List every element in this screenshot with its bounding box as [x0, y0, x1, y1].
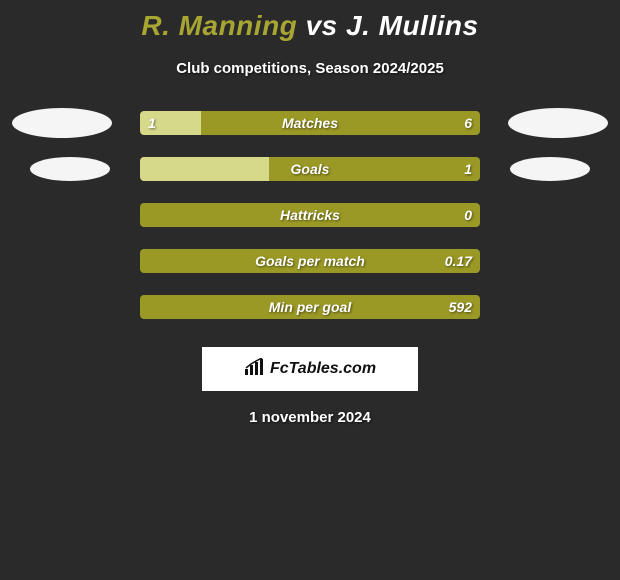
page-title: R. Manning vs J. Mullins — [0, 10, 620, 42]
bar-track — [140, 295, 480, 319]
date-text: 1 november 2024 — [0, 409, 620, 426]
bar-track — [140, 249, 480, 273]
stat-value-right: 0 — [464, 203, 472, 227]
stat-row: Hattricks0 — [0, 203, 620, 249]
subtitle: Club competitions, Season 2024/2025 — [0, 60, 620, 77]
bar-track — [140, 111, 480, 135]
stat-value-right: 6 — [464, 111, 472, 135]
stat-value-right: 0.17 — [445, 249, 472, 273]
player2-avatar — [510, 157, 590, 181]
stat-value-right: 592 — [449, 295, 472, 319]
player2-avatar — [508, 108, 608, 138]
chart-icon — [244, 358, 266, 381]
stat-value-right: 1 — [464, 157, 472, 181]
player1-avatar — [30, 157, 110, 181]
stat-value-left: 1 — [148, 111, 156, 135]
player2-name: J. Mullins — [346, 10, 479, 41]
bar-track — [140, 203, 480, 227]
stat-rows: 1Matches6Goals1Hattricks0Goals per match… — [0, 111, 620, 341]
vs-text: vs — [306, 10, 338, 41]
stat-row: 1Matches6 — [0, 111, 620, 157]
brand-box[interactable]: FcTables.com — [202, 347, 418, 391]
bar-fill-left — [140, 157, 269, 181]
stat-row: Goals per match0.17 — [0, 249, 620, 295]
stat-row: Goals1 — [0, 157, 620, 203]
bar-track — [140, 157, 480, 181]
stat-row: Min per goal592 — [0, 295, 620, 341]
player1-avatar — [12, 108, 112, 138]
player1-name: R. Manning — [141, 10, 297, 41]
comparison-container: R. Manning vs J. Mullins Club competitio… — [0, 0, 620, 426]
brand-text: FcTables.com — [270, 360, 376, 378]
